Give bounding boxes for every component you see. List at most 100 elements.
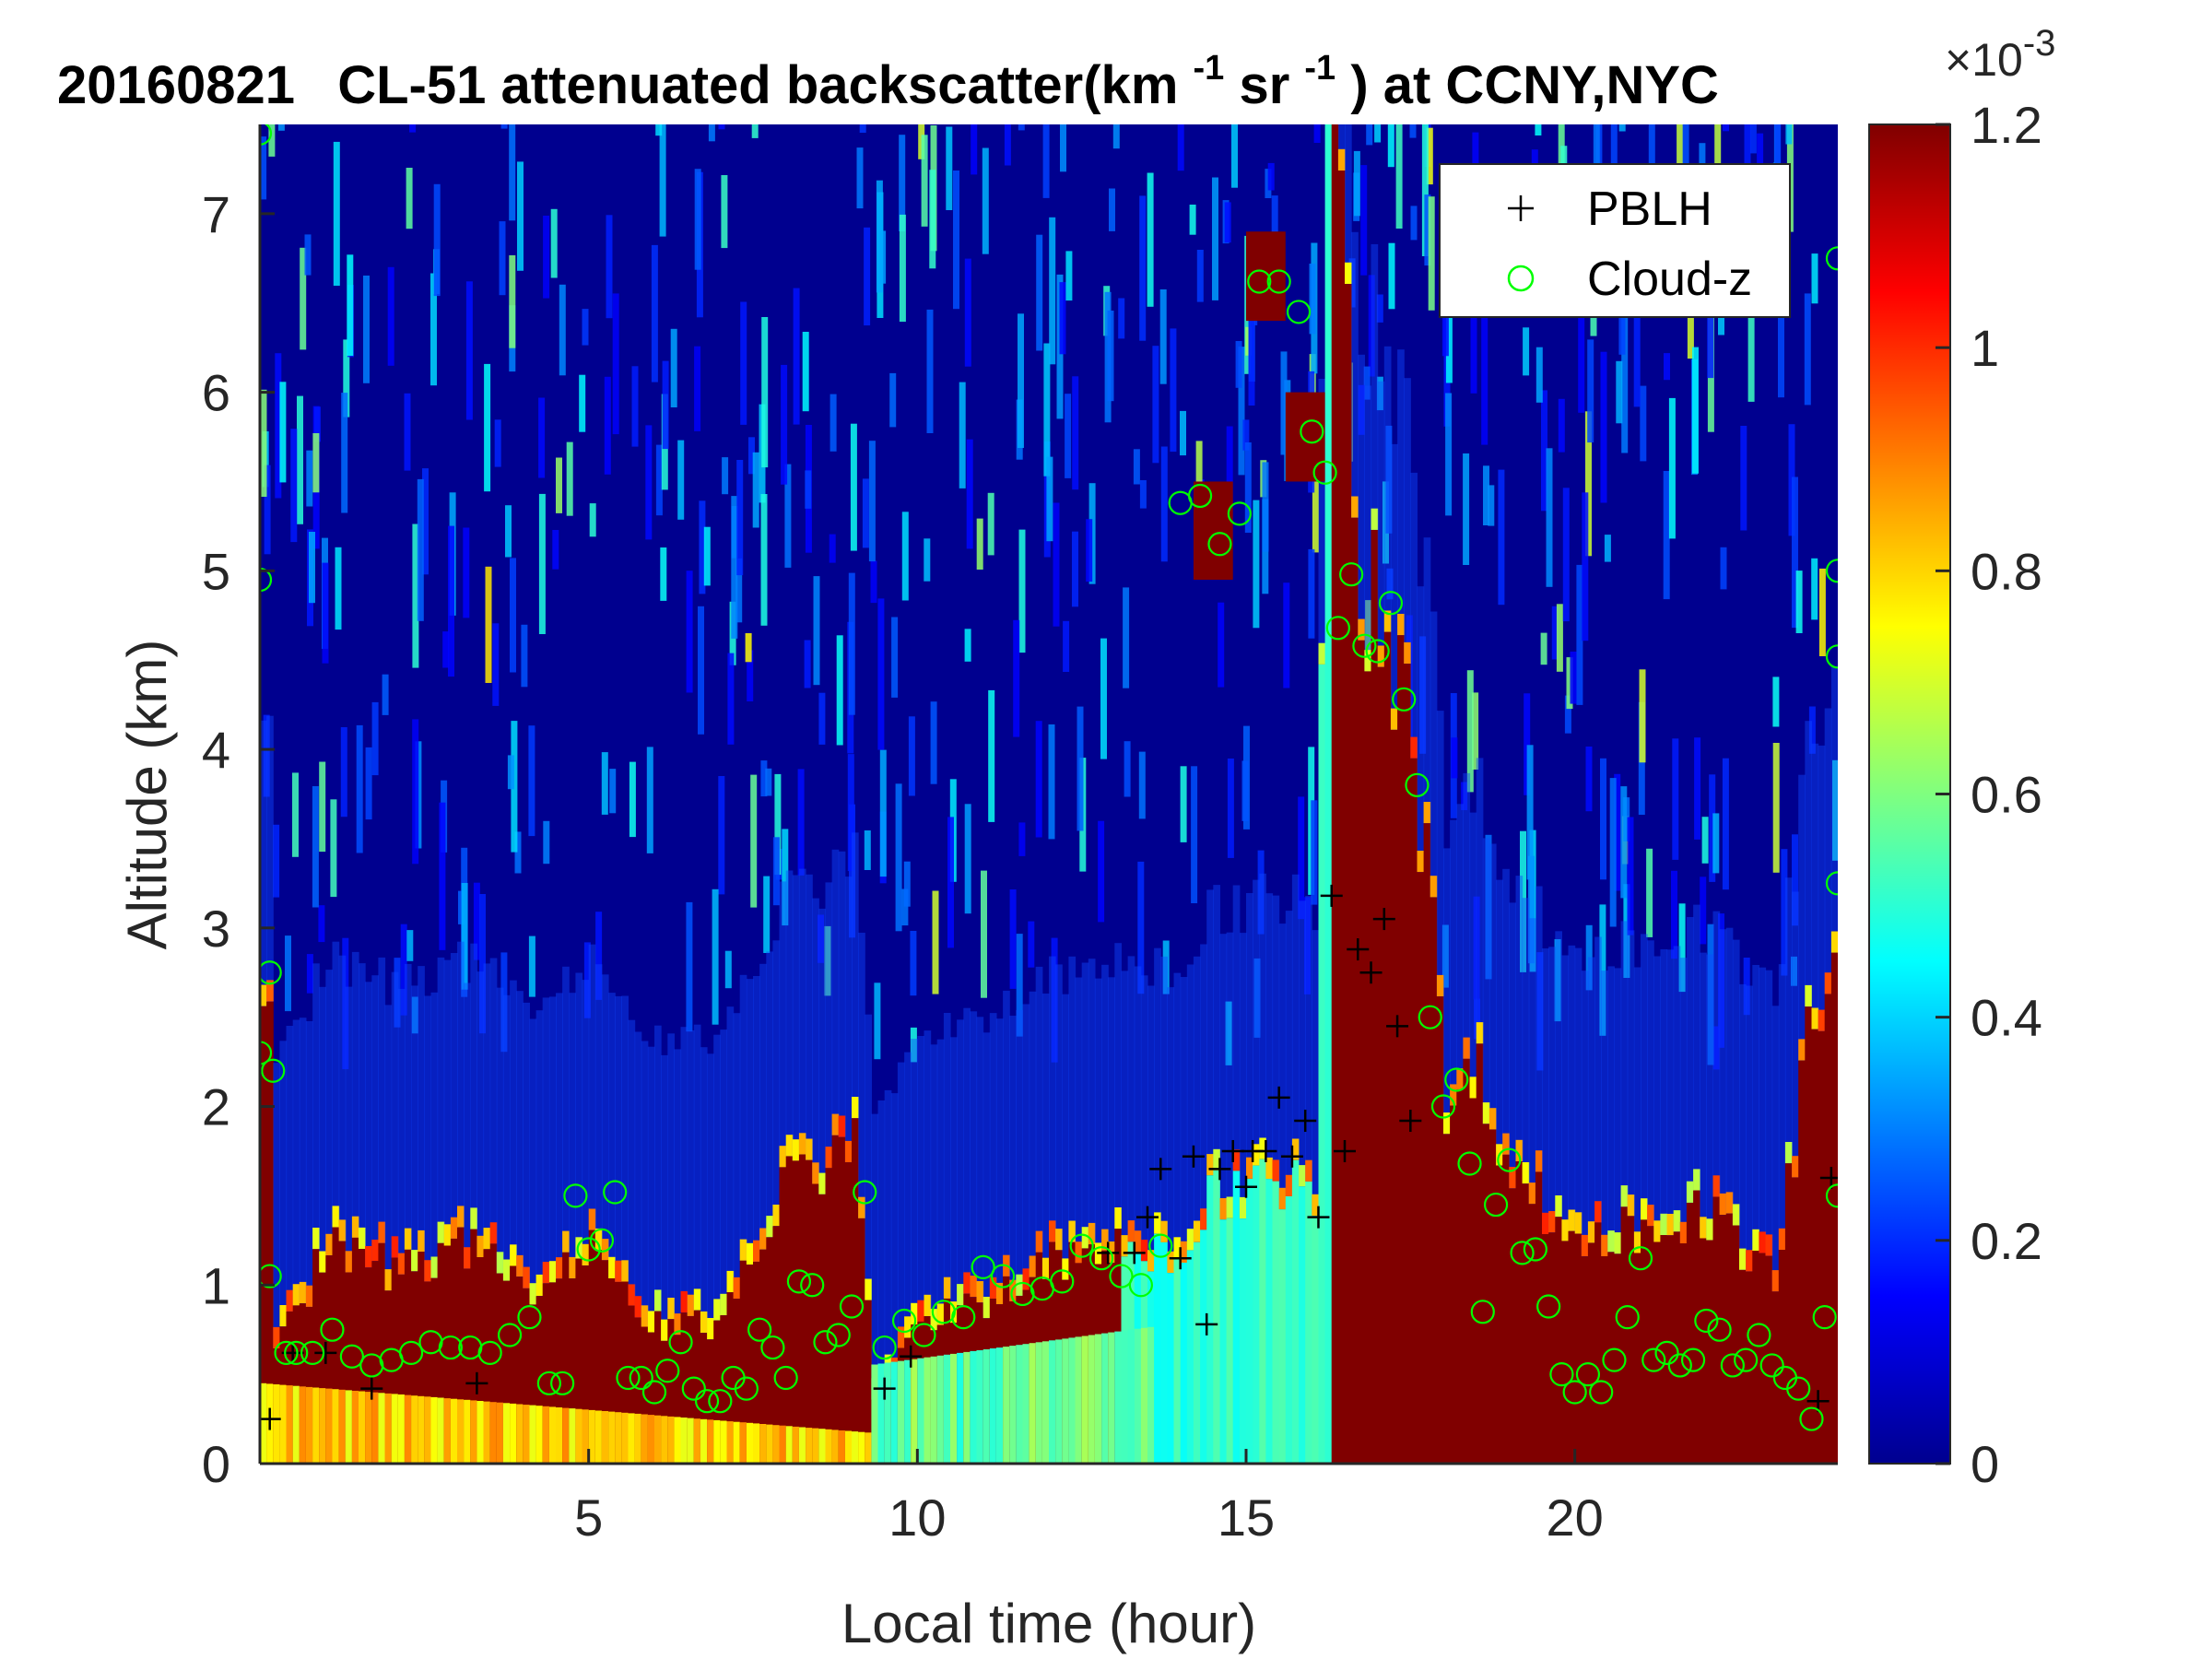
transition-band (351, 1216, 359, 1238)
backscatter-streak (1481, 299, 1488, 445)
backscatter-streak (1244, 442, 1252, 533)
dense-layer-column (1253, 1165, 1260, 1464)
cloud-z-marker (1286, 300, 1312, 324)
haze-column (1160, 956, 1168, 1242)
haze-column (1732, 939, 1740, 1226)
backscatter-streak (908, 716, 915, 796)
backscatter-streak (1470, 306, 1477, 394)
backscatter-streak (1747, 282, 1755, 402)
backscatter-streak (1811, 253, 1818, 304)
haze-column (1778, 964, 1786, 1251)
backscatter-streak (1348, 258, 1356, 308)
backscatter-streak (297, 395, 303, 524)
cloud-z-marker (1536, 1294, 1561, 1319)
pblh-marker (1254, 1139, 1277, 1162)
cloud-z-marker (320, 1317, 345, 1342)
dense-layer-column (1469, 1098, 1477, 1464)
backscatter-streak (412, 719, 419, 865)
transition-band (785, 1135, 794, 1157)
backscatter-streak (722, 457, 729, 495)
transition-band (1436, 974, 1444, 997)
surface-layer-column (936, 1355, 945, 1464)
surface-layer-column (305, 1386, 313, 1464)
backscatter-streak (1196, 250, 1204, 302)
backscatter-streak (1526, 745, 1534, 880)
surface-layer-column (976, 1350, 984, 1464)
haze-column (1022, 1004, 1030, 1290)
backscatter-streak (322, 562, 329, 664)
transition-band (852, 1097, 859, 1119)
cloud-blob (1285, 392, 1325, 482)
haze-column (1345, 124, 1352, 285)
surface-layer-column (1140, 1327, 1148, 1464)
backscatter-streak (718, 776, 725, 895)
surface-layer-column (674, 1417, 682, 1464)
backscatter-streak (1582, 492, 1589, 641)
backscatter-streak (784, 464, 792, 568)
cloud-z-marker (1109, 1264, 1134, 1288)
colorbar-tick-label: 0.6 (1971, 766, 2042, 824)
haze-column (1436, 711, 1444, 997)
haze-column (1607, 966, 1615, 1253)
backscatter-streak (818, 914, 824, 963)
surface-layer-column (844, 1430, 853, 1464)
haze-column (825, 882, 833, 1169)
haze-column (957, 1019, 964, 1306)
backscatter-streak (847, 754, 854, 872)
haze-column (548, 996, 557, 1283)
transition-band (384, 1269, 393, 1291)
transition-band (1765, 1234, 1773, 1256)
backscatter-streak (566, 441, 573, 516)
transition-band (464, 1247, 471, 1269)
backscatter-streak (330, 799, 337, 898)
cloud-z-marker (1300, 419, 1324, 444)
backscatter-streak (521, 624, 528, 688)
backscatter-streak (763, 876, 771, 953)
dense-layer-column (1305, 1182, 1312, 1464)
backscatter-streak (731, 496, 738, 639)
backscatter-streak (1028, 921, 1035, 968)
haze-column (1318, 379, 1326, 665)
backscatter-streak (1441, 924, 1449, 988)
haze-column (1706, 954, 1713, 1241)
haze-column (943, 1013, 951, 1299)
transition-band (1601, 1234, 1608, 1256)
dense-layer-column (654, 1311, 662, 1464)
haze-column (529, 1018, 537, 1305)
haze-column (766, 951, 773, 1238)
transition-band (1278, 1187, 1287, 1209)
cloud-z-marker (260, 1264, 282, 1288)
transition-band (1778, 1228, 1786, 1250)
cloud-z-marker (1365, 639, 1390, 664)
transition-band (1377, 645, 1385, 667)
backscatter-streak (1709, 774, 1716, 882)
backscatter-streak (448, 525, 454, 677)
cloud-z-marker (300, 1340, 325, 1365)
surface-layer-column (647, 1415, 655, 1464)
transition-band (707, 1318, 714, 1340)
backscatter-streak (1308, 548, 1315, 639)
backscatter-streak (1072, 376, 1079, 490)
backscatter-streak (1139, 195, 1147, 341)
surface-layer-column (464, 1399, 471, 1464)
backscatter-streak (699, 500, 706, 594)
transition-band (548, 1261, 557, 1283)
backscatter-streak (1160, 446, 1168, 562)
dense-layer-column (1180, 1263, 1188, 1464)
surface-layer-column (812, 1428, 819, 1464)
pblh-marker (1320, 884, 1343, 907)
backscatter-streak (500, 124, 508, 129)
backscatter-streak (1241, 760, 1249, 821)
dense-layer-column (384, 1290, 393, 1464)
haze-column (450, 953, 458, 1239)
dense-layer-column (1417, 872, 1425, 1464)
backscatter-streak (343, 339, 350, 418)
haze-column (325, 970, 333, 1256)
haze-column (963, 1007, 971, 1294)
backscatter-streak (528, 935, 535, 997)
pblh-marker (1149, 1158, 1172, 1181)
backscatter-streak (479, 894, 486, 1034)
transition-band (1627, 1194, 1635, 1217)
surface-layer-column (286, 1385, 294, 1464)
